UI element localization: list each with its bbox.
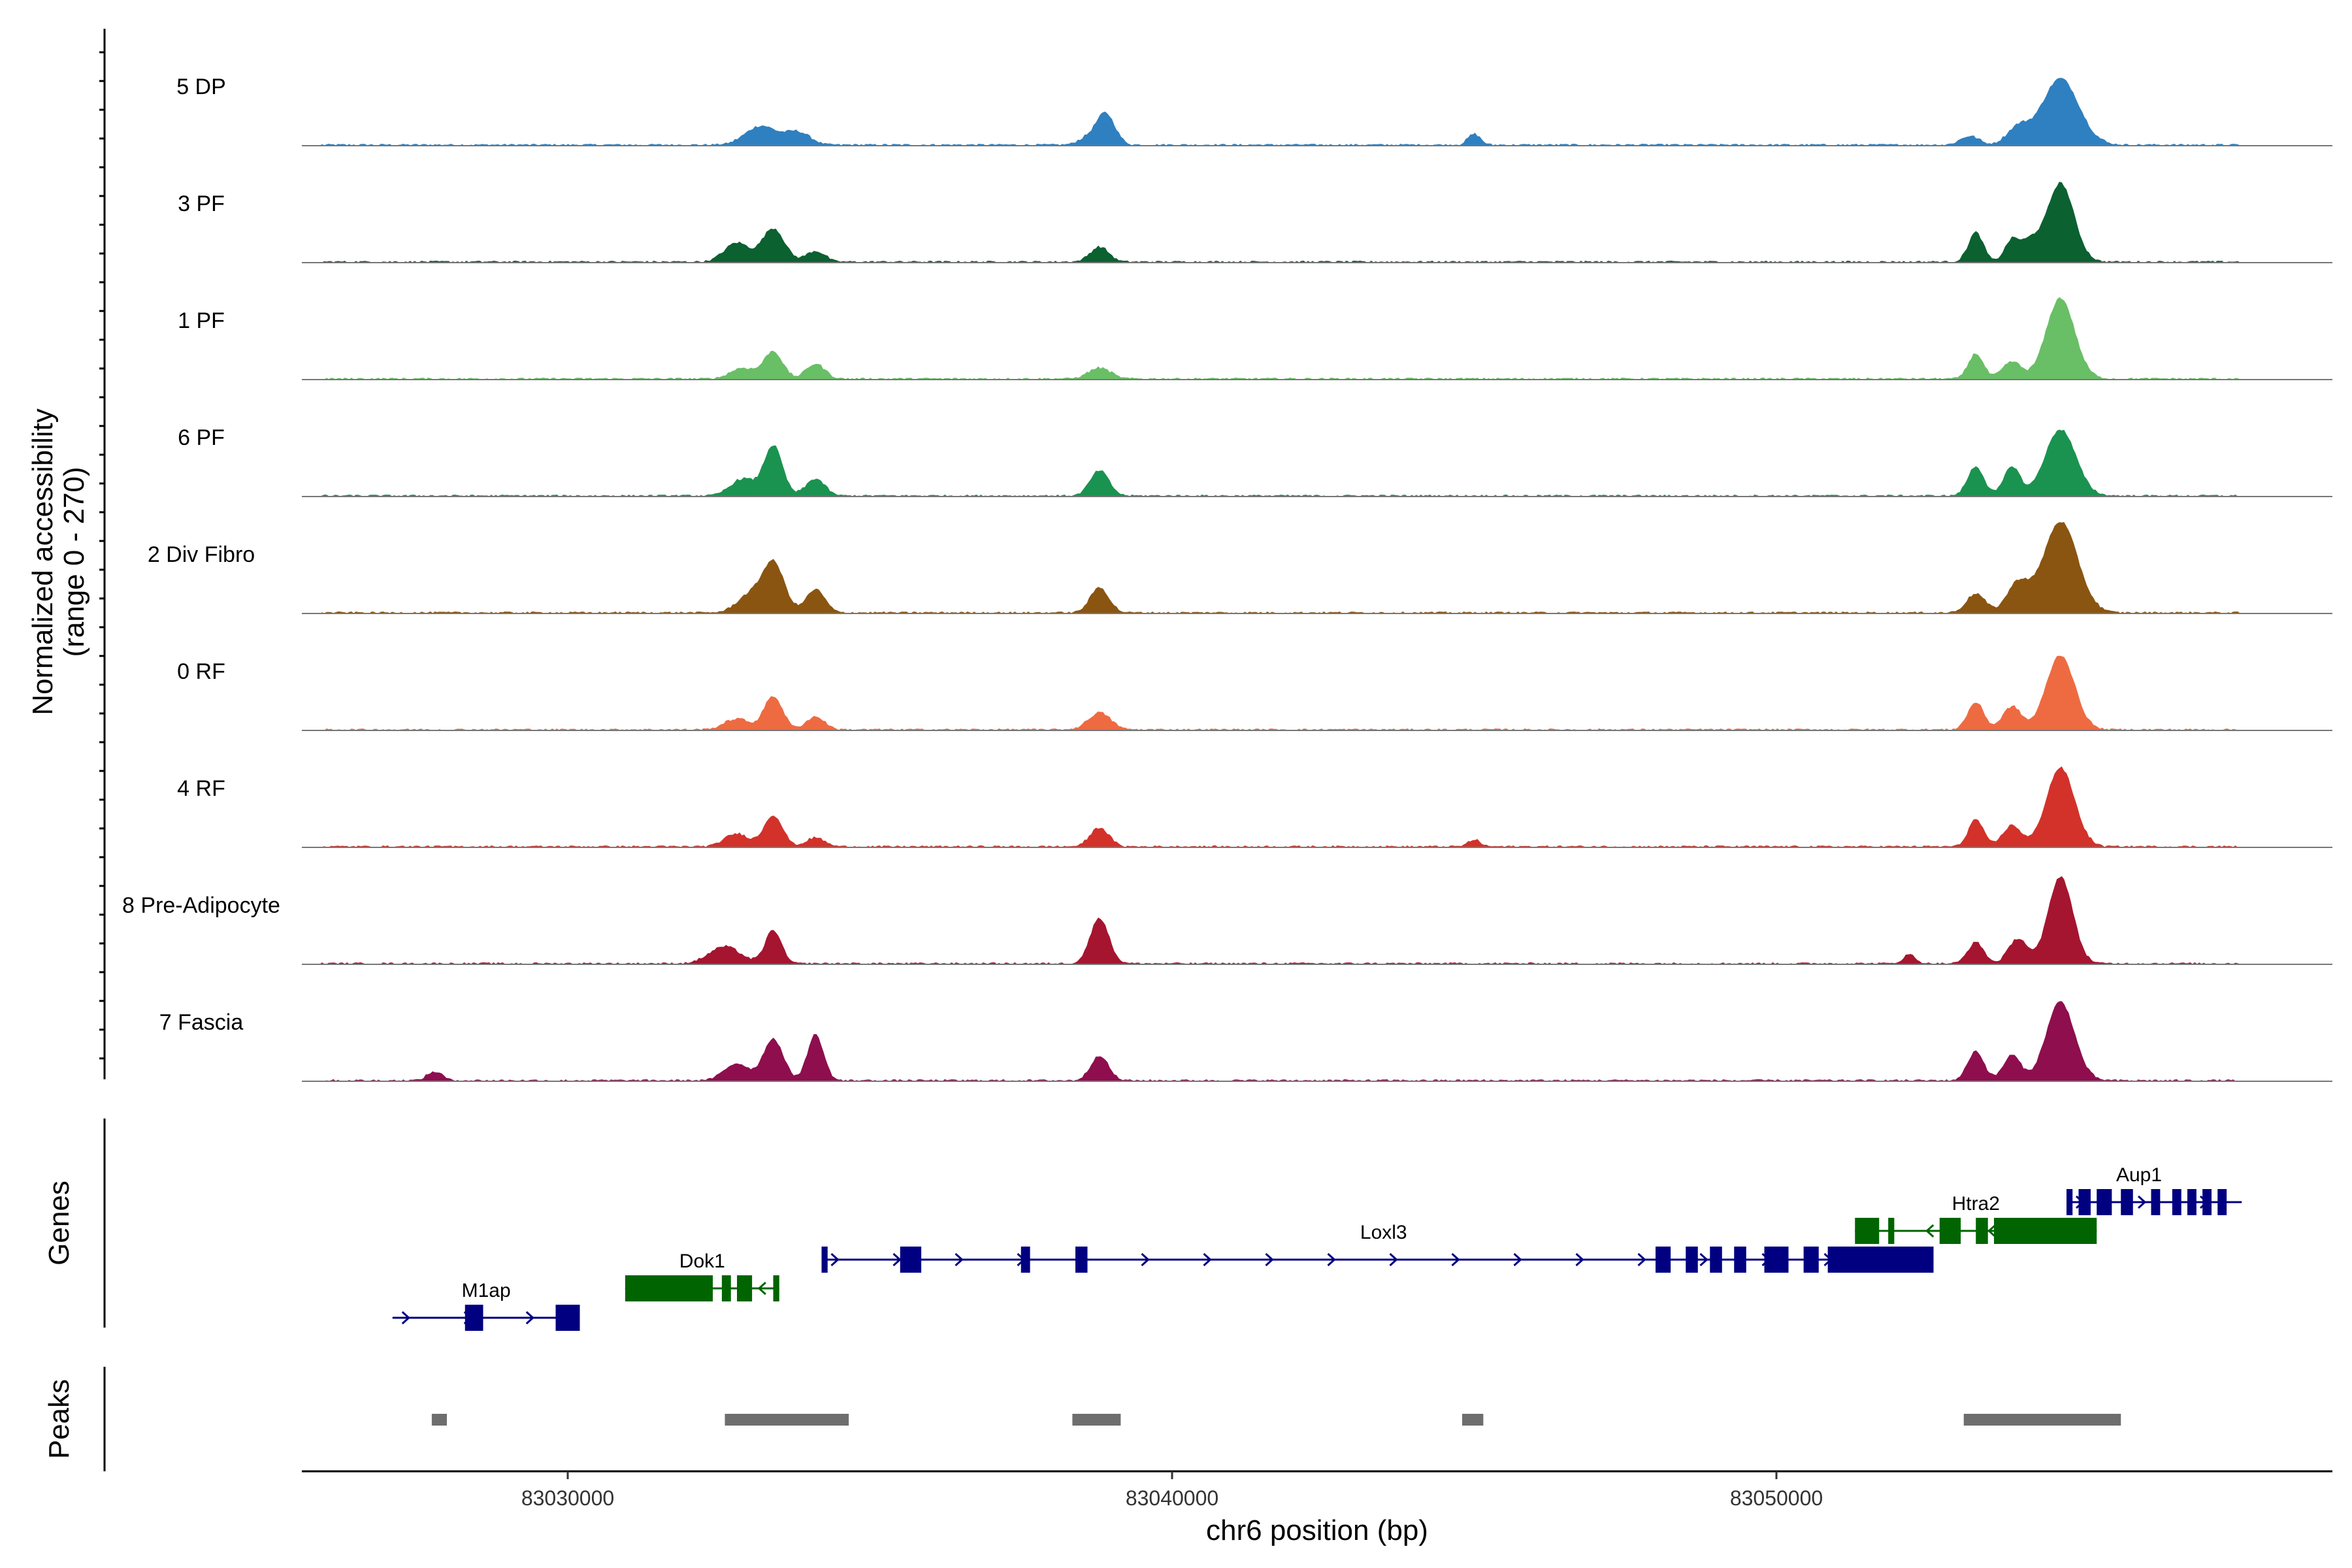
gene-exon [2217,1189,2227,1215]
track-0-rf: 0 RF [177,655,2332,731]
strand-arrow [1925,1224,1935,1238]
track-4-rf: 4 RF [177,766,2332,848]
gene-label: M1ap [462,1280,511,1301]
peak-region [725,1414,849,1426]
coverage-area [302,429,2332,497]
gene-exon [821,1247,828,1273]
x-tick-label: 83030000 [521,1486,614,1510]
gene-exon [2172,1189,2181,1215]
gene-exon [1976,1218,1988,1244]
gene-htra2: Htra2 [1855,1193,2097,1244]
gene-exon [1075,1247,1088,1273]
track-7-fascia: 7 Fascia [159,1001,2332,1082]
accessibility-tracks: 5 DP 3 PF 1 PF 6 PF 2 Div Fibro 0 RF 4 RF 8 Pre… [122,74,2332,1082]
strand-arrow [1513,1252,1522,1267]
track-label: 7 Fascia [159,1010,244,1035]
track-label: 6 PF [178,425,225,450]
gene-exon [2202,1189,2212,1215]
gene-exon [1686,1247,1698,1273]
track-label: 0 RF [177,659,225,684]
gene-exon [1803,1247,1819,1273]
y-axis-title-line2: (range 0 - 270) [58,466,90,657]
peak-region [1072,1414,1121,1426]
strand-arrow [525,1311,534,1325]
track-6-pf: 6 PF [178,425,2332,497]
peaks-track [431,1414,2121,1426]
strand-arrow [1987,1224,1997,1238]
gene-exon [1994,1218,2097,1244]
gene-exon [1888,1218,1895,1244]
strand-arrow [1141,1252,1150,1267]
track-label: 8 Pre-Adipocyte [122,893,280,918]
peaks-track-title: Peaks [43,1379,75,1459]
gene-exon [2187,1189,2197,1215]
track-label: 5 DP [176,74,226,99]
gene-exon [900,1247,922,1273]
genes-track: M1ap Dok1 Loxl3 Htra2 Aup1 [392,1164,2242,1331]
gene-label: Dok1 [679,1250,725,1272]
strand-arrow [1575,1252,1584,1267]
x-tick-label: 83050000 [1730,1486,1823,1510]
strand-arrow [830,1252,840,1267]
gene-exon [2078,1189,2091,1215]
gene-exon [2066,1189,2073,1215]
track-5-dp: 5 DP [176,74,2332,146]
gene-label: Aup1 [2116,1164,2162,1186]
gene-exon [555,1305,580,1331]
peak-region [431,1414,447,1426]
gene-exon [2151,1189,2161,1215]
track-3-pf: 3 PF [178,182,2332,263]
gene-exon [1734,1247,1746,1273]
strand-arrow [892,1252,902,1267]
gene-label: Loxl3 [1360,1222,1407,1243]
axes: Normalized accessibility (range 0 - 270)… [27,29,2332,1546]
track-label: 2 Div Fibro [148,542,255,567]
y-axis-title-line1: Normalized accessibility [27,408,59,715]
gene-exon [1656,1247,1671,1273]
track-label: 3 PF [178,191,225,216]
gene-exon [773,1275,779,1301]
gene-exon [1710,1247,1722,1273]
strand-arrow [1265,1252,1274,1267]
gene-exon [721,1275,731,1301]
gene-exon [2097,1189,2112,1215]
gene-aup1: Aup1 [2066,1164,2242,1215]
gene-exon [625,1275,713,1301]
genes-track-title: Genes [43,1181,75,1266]
track-2-div-fibro: 2 Div Fibro [148,522,2332,614]
strand-arrow [1699,1252,1708,1267]
gene-exon [1939,1218,1961,1244]
strand-arrow [1389,1252,1398,1267]
peak-region [1462,1414,1484,1426]
gene-exon [1827,1247,1934,1273]
strand-arrow [1451,1252,1460,1267]
track-1-pf: 1 PF [178,297,2332,380]
gene-exon [2121,1189,2133,1215]
gene-label: Htra2 [1952,1193,2000,1215]
strand-arrow [401,1311,410,1325]
strand-arrow [757,1281,766,1296]
peak-region [1963,1414,2121,1426]
track-8-pre-adipocyte: 8 Pre-Adipocyte [122,876,2332,965]
gene-exon [1021,1247,1030,1273]
strand-arrow [955,1252,964,1267]
gene-exon [465,1305,483,1331]
gene-m1ap: M1ap [392,1280,580,1331]
strand-arrow [1327,1252,1336,1267]
gene-exon [1855,1218,1880,1244]
gene-dok1: Dok1 [625,1250,779,1301]
x-axis-title: chr6 position (bp) [1206,1514,1428,1546]
strand-arrow [1637,1252,1646,1267]
gene-loxl3: Loxl3 [821,1222,1934,1273]
strand-arrow [1203,1252,1212,1267]
track-label: 1 PF [178,308,225,333]
track-label: 4 RF [177,776,225,801]
gene-exon [1764,1247,1789,1273]
gene-exon [737,1275,753,1301]
x-tick-label: 83040000 [1126,1486,1218,1510]
strand-arrow [2137,1195,2147,1209]
